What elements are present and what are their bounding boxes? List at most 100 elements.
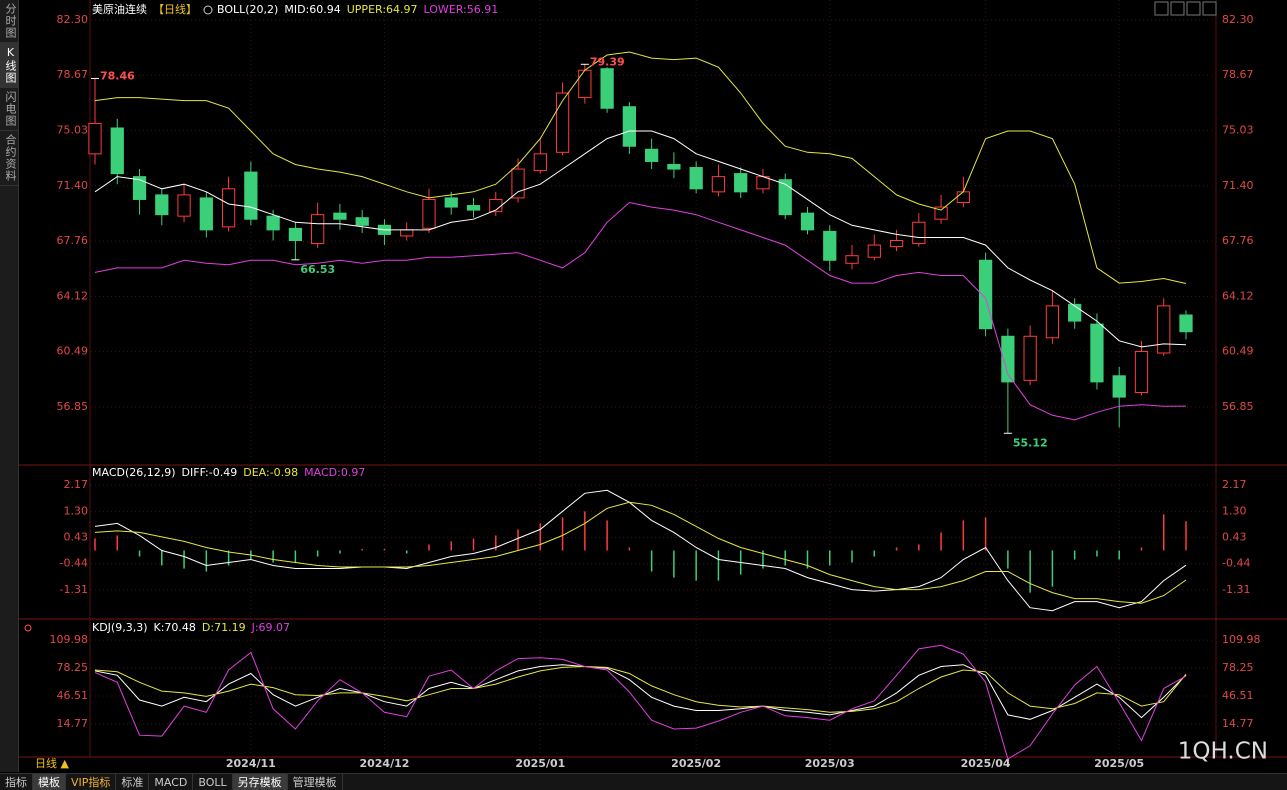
y-tick-label: -0.44 [60,557,88,570]
chart-title: 美原油连续 [92,2,147,16]
candle-body [221,188,236,228]
y-tick-label: 2.17 [1222,478,1247,491]
y-tick-label: 60.49 [1222,345,1254,358]
side-tab[interactable]: K线图 [0,43,18,88]
candle-body [555,92,570,153]
legend-entry: K:70.48 [154,621,196,634]
candle-body [400,229,414,237]
icon[interactable] [1170,1,1185,16]
kdj-line [94,644,1187,760]
candle-body [622,106,636,147]
y-tick-label: -0.44 [1222,557,1250,570]
x-tick-label: 2025/04 [961,757,1011,770]
candle-body [956,191,970,203]
candle-body [288,227,303,241]
candle-body [511,168,525,199]
candle-body [645,148,659,162]
icon[interactable] [1186,1,1201,16]
kdj-line [94,664,1187,720]
x-tick-label: 2025/05 [1094,757,1144,770]
y-tick-label: 78.25 [1222,661,1254,674]
background [0,0,1287,773]
tab[interactable]: 模板 [33,774,66,790]
candle-body [845,255,859,264]
y-tick-label: 0.43 [64,531,89,544]
candle-body [533,153,547,172]
candle-body [800,212,815,231]
y-tick-label: 75.03 [1222,124,1254,137]
y-tick-label: 75.03 [57,124,89,137]
legend-entry: LOWER:56.91 [424,3,499,16]
y-tick-label: 82.30 [1222,13,1254,26]
legend-entry: DEA:-0.98 [243,466,298,479]
chart-title: KDJ(9,3,3) [92,621,148,634]
side-tab[interactable]: 闪电图 [0,88,18,131]
icon [24,624,32,632]
candle-body [778,179,792,216]
sidebar: 分时图 K线图 闪电图 合约资料 [0,0,19,772]
period-button[interactable]: 日线 ▲ [35,756,69,770]
icon[interactable] [1154,1,1169,16]
legend-entry: MID:60.94 [284,3,340,16]
macd-line [94,501,1187,604]
legend-entry: DIFF:-0.49 [182,466,238,479]
candle-body [1068,303,1082,322]
legend-entry: J:69.07 [251,621,290,634]
x-tick-label: 2024/11 [226,757,276,770]
tab[interactable]: MACD [149,774,194,790]
y-tick-label: 109.98 [1222,633,1261,646]
candle-body [155,194,169,216]
candle-body [734,173,748,193]
candle-body [1157,305,1171,354]
candle-body [311,214,325,245]
tab-bar: 指标 模板 VIP指标 标准 MACD BOLL 另存模板 管理模板 [0,773,1287,790]
candle-body [889,239,904,248]
candle-body [934,206,948,220]
annotation: 55.12 [1013,436,1048,449]
boll-line [94,201,1187,421]
candle-body [177,194,191,217]
icon[interactable] [1202,1,1217,16]
candle-body [1023,335,1037,381]
candle-body [88,122,102,155]
candle-body [199,197,213,231]
y-tick-label: 64.12 [57,289,89,302]
y-tick-label: 78.25 [57,661,89,674]
legend-entry: MACD:0.97 [304,466,365,479]
candle-body [1001,335,1015,383]
side-tab[interactable]: 合约资料 [0,131,18,186]
y-tick-label: 109.98 [50,633,89,646]
y-tick-label: 67.76 [57,234,89,247]
x-tick-label: 2025/02 [671,757,721,770]
indicator-label: BOLL(20,2) [217,3,278,16]
candle-body [578,69,592,99]
x-tick-label: 2024/12 [359,757,409,770]
candle-body [667,163,681,170]
y-tick-label: 71.40 [1222,179,1254,192]
tab[interactable]: 管理模板 [288,774,343,790]
tab[interactable]: 标准 [116,774,150,790]
y-tick-label: -1.31 [60,583,88,596]
y-tick-label: 14.77 [57,717,89,730]
tab[interactable]: BOLL [193,774,233,790]
candle-body [132,176,147,200]
tab[interactable]: VIP指标 [66,774,117,790]
toolbar-icons[interactable] [1154,1,1217,16]
y-tick-label: 1.30 [1222,504,1247,517]
side-tab[interactable]: 分时图 [0,0,18,43]
tab[interactable]: 另存模板 [232,774,288,790]
candle-body [444,197,458,208]
candle-body [600,68,614,109]
annotation: 66.53 [300,263,335,276]
y-tick-label: 78.67 [1222,68,1254,81]
watermark: 1QH.CN [1178,739,1268,765]
period-label: 【日线】 [153,2,197,16]
tab[interactable]: 指标 [0,774,33,790]
icon [203,5,213,15]
y-tick-label: 67.76 [1222,234,1254,247]
y-tick-label: 46.51 [1222,689,1254,702]
y-tick-label: 46.51 [57,689,89,702]
candle-body [355,217,369,226]
y-tick-label: 56.85 [1222,400,1254,413]
